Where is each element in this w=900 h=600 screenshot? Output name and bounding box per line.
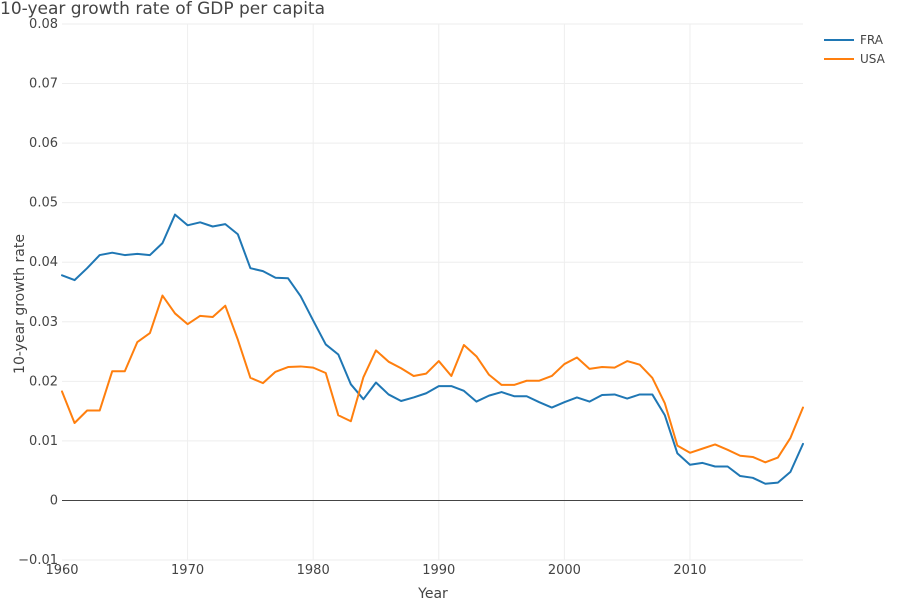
y-tick-label: 0.06 (29, 136, 58, 151)
chart-title: 10-year growth rate of GDP per capita (0, 0, 325, 19)
y-tick-label: 0.01 (29, 434, 58, 449)
y-axis-ticks: −0.01 0 0.01 0.02 0.03 0.04 0.05 0.06 0.07 0.08 (18, 17, 58, 568)
x-tick-label: 1960 (45, 563, 78, 578)
x-tick-label: 1980 (297, 563, 330, 578)
x-tick-label: 1970 (171, 563, 204, 578)
y-tick-label: −0.01 (18, 553, 58, 568)
legend-item-fra[interactable]: FRA (824, 33, 884, 47)
y-tick-label: 0.08 (29, 17, 58, 32)
gridlines (62, 23, 803, 561)
y-tick-label: 0.04 (29, 255, 58, 270)
series-lines (61, 213, 804, 485)
legend-label-fra: FRA (860, 33, 884, 47)
y-tick-label: 0.05 (29, 196, 58, 211)
y-tick-label: 0 (50, 493, 58, 508)
y-tick-label: 0.03 (29, 315, 58, 330)
legend[interactable]: FRA USA (824, 33, 886, 66)
y-tick-label: 0.02 (29, 374, 58, 389)
y-tick-label: 0.07 (29, 77, 58, 92)
series-line-fra (61, 213, 804, 485)
x-tick-label: 2000 (548, 563, 581, 578)
legend-item-usa[interactable]: USA (824, 52, 886, 66)
x-axis-ticks: 1960 1970 1980 1990 2000 2010 (45, 563, 706, 578)
legend-label-usa: USA (860, 52, 886, 66)
y-axis-title: 10-year growth rate (12, 234, 28, 374)
x-axis-title: Year (417, 586, 448, 600)
x-tick-label: 2010 (673, 563, 706, 578)
x-tick-label: 1990 (422, 563, 455, 578)
series-line-usa (61, 294, 804, 464)
